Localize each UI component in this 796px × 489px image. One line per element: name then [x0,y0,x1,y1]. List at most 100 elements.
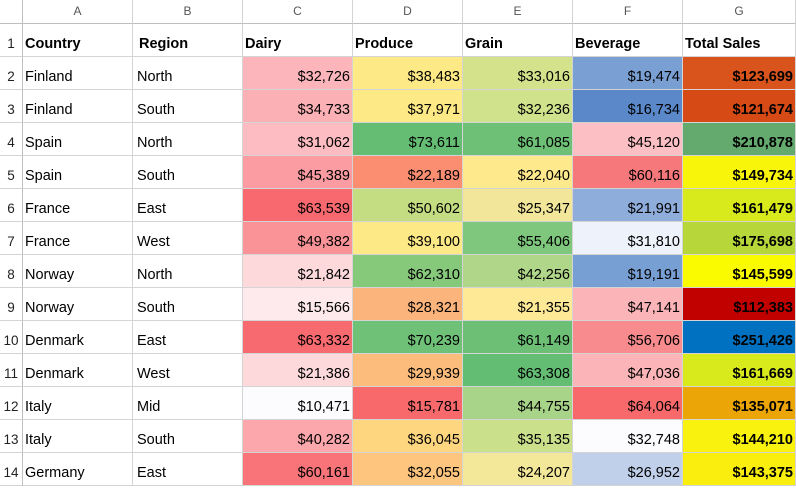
value-cell[interactable]: $49,382 [243,222,353,255]
region-cell[interactable]: South [133,156,243,189]
total-sales-cell[interactable]: $251,426 [683,321,796,354]
total-sales-cell[interactable]: $143,375 [683,453,796,486]
region-cell[interactable]: East [133,321,243,354]
row-header-5[interactable]: 5 [0,156,23,189]
total-sales-cell[interactable]: $149,734 [683,156,796,189]
value-cell[interactable]: $70,239 [353,321,463,354]
value-cell[interactable]: $45,389 [243,156,353,189]
value-cell[interactable]: $61,085 [463,123,573,156]
value-cell[interactable]: $19,474 [573,57,683,90]
value-cell[interactable]: $25,347 [463,189,573,222]
value-cell[interactable]: $73,611 [353,123,463,156]
total-sales-cell[interactable]: $135,071 [683,387,796,420]
value-cell[interactable]: $24,207 [463,453,573,486]
row-header-13[interactable]: 13 [0,420,23,453]
value-cell[interactable]: $37,971 [353,90,463,123]
region-cell[interactable]: West [133,354,243,387]
value-cell[interactable]: $31,810 [573,222,683,255]
country-cell[interactable]: Italy [23,420,133,453]
column-header-a[interactable]: A [23,0,133,24]
row-header-8[interactable]: 8 [0,255,23,288]
header-cell-country[interactable]: Country [23,24,133,57]
value-cell[interactable]: $29,939 [353,354,463,387]
country-cell[interactable]: Norway [23,288,133,321]
value-cell[interactable]: $32,726 [243,57,353,90]
value-cell[interactable]: $15,566 [243,288,353,321]
header-cell-produce[interactable]: Produce [353,24,463,57]
country-cell[interactable]: Spain [23,123,133,156]
total-sales-cell[interactable]: $161,669 [683,354,796,387]
country-cell[interactable]: Spain [23,156,133,189]
column-header-f[interactable]: F [573,0,683,24]
column-header-b[interactable]: B [133,0,243,24]
header-cell-dairy[interactable]: Dairy [243,24,353,57]
value-cell[interactable]: $33,016 [463,57,573,90]
value-cell[interactable]: $45,120 [573,123,683,156]
value-cell[interactable]: $22,189 [353,156,463,189]
value-cell[interactable]: $60,161 [243,453,353,486]
country-cell[interactable]: Italy [23,387,133,420]
value-cell[interactable]: $21,355 [463,288,573,321]
column-header-d[interactable]: D [353,0,463,24]
value-cell[interactable]: $61,149 [463,321,573,354]
region-cell[interactable]: West [133,222,243,255]
total-sales-cell[interactable]: $144,210 [683,420,796,453]
row-header-2[interactable]: 2 [0,57,23,90]
value-cell[interactable]: $63,539 [243,189,353,222]
value-cell[interactable]: $34,733 [243,90,353,123]
value-cell[interactable]: $39,100 [353,222,463,255]
value-cell[interactable]: $19,191 [573,255,683,288]
country-cell[interactable]: Germany [23,453,133,486]
column-header-g[interactable]: G [683,0,796,24]
header-cell-grain[interactable]: Grain [463,24,573,57]
value-cell[interactable]: $32,748 [573,420,683,453]
row-header-14[interactable]: 14 [0,453,23,486]
value-cell[interactable]: $31,062 [243,123,353,156]
value-cell[interactable]: $32,055 [353,453,463,486]
value-cell[interactable]: $21,386 [243,354,353,387]
value-cell[interactable]: $35,135 [463,420,573,453]
total-sales-cell[interactable]: $121,674 [683,90,796,123]
region-cell[interactable]: North [133,255,243,288]
value-cell[interactable]: $47,141 [573,288,683,321]
region-cell[interactable]: South [133,90,243,123]
value-cell[interactable]: $22,040 [463,156,573,189]
region-cell[interactable]: North [133,57,243,90]
column-header-c[interactable]: C [243,0,353,24]
country-cell[interactable]: Finland [23,90,133,123]
header-cell-total-sales[interactable]: Total Sales [683,24,796,57]
total-sales-cell[interactable]: $175,698 [683,222,796,255]
value-cell[interactable]: $44,755 [463,387,573,420]
row-header-7[interactable]: 7 [0,222,23,255]
country-cell[interactable]: Finland [23,57,133,90]
region-cell[interactable]: Mid [133,387,243,420]
value-cell[interactable]: $28,321 [353,288,463,321]
column-header-e[interactable]: E [463,0,573,24]
value-cell[interactable]: $62,310 [353,255,463,288]
country-cell[interactable]: Norway [23,255,133,288]
row-header-12[interactable]: 12 [0,387,23,420]
value-cell[interactable]: $21,991 [573,189,683,222]
region-cell[interactable]: South [133,420,243,453]
header-cell-beverage[interactable]: Beverage [573,24,683,57]
total-sales-cell[interactable]: $161,479 [683,189,796,222]
value-cell[interactable]: $63,332 [243,321,353,354]
total-sales-cell[interactable]: $112,383 [683,288,796,321]
value-cell[interactable]: $10,471 [243,387,353,420]
header-cell-region[interactable]: Region [133,24,243,57]
row-header-11[interactable]: 11 [0,354,23,387]
value-cell[interactable]: $47,036 [573,354,683,387]
total-sales-cell[interactable]: $210,878 [683,123,796,156]
value-cell[interactable]: $15,781 [353,387,463,420]
value-cell[interactable]: $38,483 [353,57,463,90]
row-header-9[interactable]: 9 [0,288,23,321]
region-cell[interactable]: East [133,189,243,222]
country-cell[interactable]: France [23,222,133,255]
value-cell[interactable]: $32,236 [463,90,573,123]
value-cell[interactable]: $36,045 [353,420,463,453]
value-cell[interactable]: $16,734 [573,90,683,123]
total-sales-cell[interactable]: $145,599 [683,255,796,288]
row-header-4[interactable]: 4 [0,123,23,156]
total-sales-cell[interactable]: $123,699 [683,57,796,90]
value-cell[interactable]: $42,256 [463,255,573,288]
